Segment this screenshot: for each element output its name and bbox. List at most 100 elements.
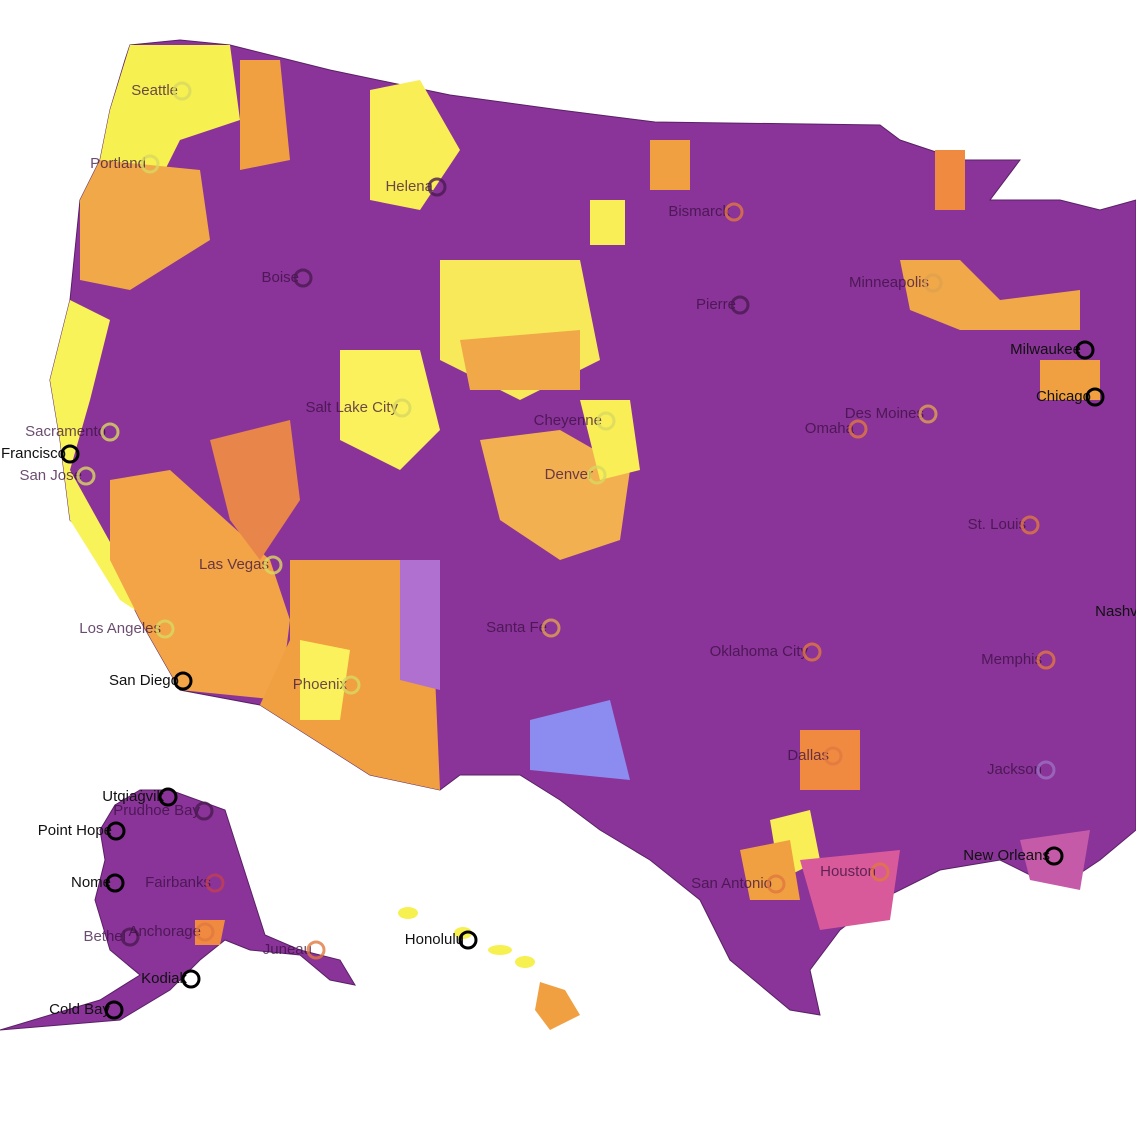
city-marker [1075, 340, 1095, 360]
city-label: Minneapolis [849, 274, 929, 291]
region-blue [530, 700, 630, 780]
city-label: Santa Fe [486, 619, 547, 636]
city-marker [306, 940, 326, 960]
city-label: Nashville [1095, 603, 1136, 620]
region-yellow [340, 350, 440, 470]
island [398, 907, 418, 919]
city-label: Honolulu [405, 931, 464, 948]
city-label: Jackson [987, 761, 1042, 778]
city-marker [173, 671, 193, 691]
city-label: Houston [820, 863, 876, 880]
city-marker [140, 154, 160, 174]
city-label: Oklahoma City [710, 643, 809, 660]
city-label: Memphis [981, 651, 1042, 668]
region-orange [480, 430, 630, 560]
city-marker [730, 295, 750, 315]
city-label: Prudhoe Bay [113, 802, 200, 819]
city-label: Utqiaġvik [102, 788, 164, 805]
region-orange [80, 160, 210, 290]
region-orange [1040, 360, 1100, 400]
alaska-land [0, 789, 357, 1031]
city-marker [181, 969, 201, 989]
region-yellow [370, 80, 460, 210]
city-label: San Francisco [0, 445, 66, 462]
city-marker [587, 465, 607, 485]
city-marker [923, 273, 943, 293]
city-label: Dallas [787, 747, 829, 764]
city-marker [1044, 846, 1064, 866]
region-orange [240, 60, 290, 170]
city-marker [870, 862, 890, 882]
region-orange [650, 140, 690, 190]
city-label: Portland [90, 155, 146, 172]
city-marker [205, 873, 225, 893]
city-marker [106, 821, 126, 841]
city-marker [158, 787, 178, 807]
city-markers: Seattle Portland Helena Bismarck Boise Pierre… [0, 81, 1136, 1020]
city-marker [105, 873, 125, 893]
city-marker [541, 618, 561, 638]
city-marker [172, 81, 192, 101]
city-label: New Orleans [963, 847, 1050, 864]
city-label: Boise [261, 269, 299, 286]
city-label: St. Louis [968, 516, 1026, 533]
region-pink [1020, 830, 1090, 890]
city-label: Las Vegas [199, 556, 269, 573]
city-label: Bismarck [668, 203, 730, 220]
city-marker [155, 619, 175, 639]
city-marker [823, 746, 843, 766]
city-marker [194, 801, 214, 821]
region-lavender [400, 560, 440, 690]
region-orange [800, 730, 860, 790]
region-pink [800, 850, 900, 930]
city-marker [724, 202, 744, 222]
region-orange [210, 420, 300, 560]
city-label: Cold Bay [49, 1001, 110, 1018]
city-marker [596, 411, 616, 431]
hawaii [398, 907, 580, 1030]
region-yellow [580, 400, 640, 480]
city-label: San Antonio [691, 875, 772, 892]
city-marker [802, 642, 822, 662]
island [515, 956, 535, 968]
city-marker [848, 419, 868, 439]
city-marker [293, 268, 313, 288]
city-label: Phoenix [293, 676, 348, 693]
city-marker [76, 466, 96, 486]
city-marker [918, 404, 938, 424]
region-orange [260, 560, 440, 790]
city-label: Juneau [263, 941, 312, 958]
city-label: Salt Lake City [305, 399, 398, 416]
island [535, 982, 580, 1030]
city-label: San Jose [19, 467, 82, 484]
city-label: Kodiak [141, 970, 187, 987]
city-marker [1036, 650, 1056, 670]
city-label: Seattle [131, 82, 178, 99]
island [488, 945, 512, 955]
city-label: Bethel [83, 928, 126, 945]
city-label: Nome [71, 874, 111, 891]
region-yellow [300, 640, 350, 720]
city-marker [392, 398, 412, 418]
city-marker [766, 874, 786, 894]
city-label: Point Hope [38, 822, 112, 839]
city-marker [1036, 760, 1056, 780]
city-marker [1085, 387, 1105, 407]
city-label: Cheyenne [534, 412, 602, 429]
city-label: Sacramento [25, 423, 106, 440]
city-label: Chicago [1036, 388, 1091, 405]
city-label: Anchorage [128, 923, 201, 940]
city-label: Helena [385, 178, 433, 195]
region-orange [900, 260, 1080, 330]
city-marker [120, 927, 140, 947]
city-marker [100, 422, 120, 442]
city-label: Fairbanks [145, 874, 211, 891]
city-label: Des Moines [845, 405, 924, 422]
city-marker [427, 177, 447, 197]
city-marker [263, 555, 283, 575]
contiguous-us [49, 39, 1136, 1016]
region-orange [460, 330, 580, 390]
city-label: Pierre [696, 296, 736, 313]
